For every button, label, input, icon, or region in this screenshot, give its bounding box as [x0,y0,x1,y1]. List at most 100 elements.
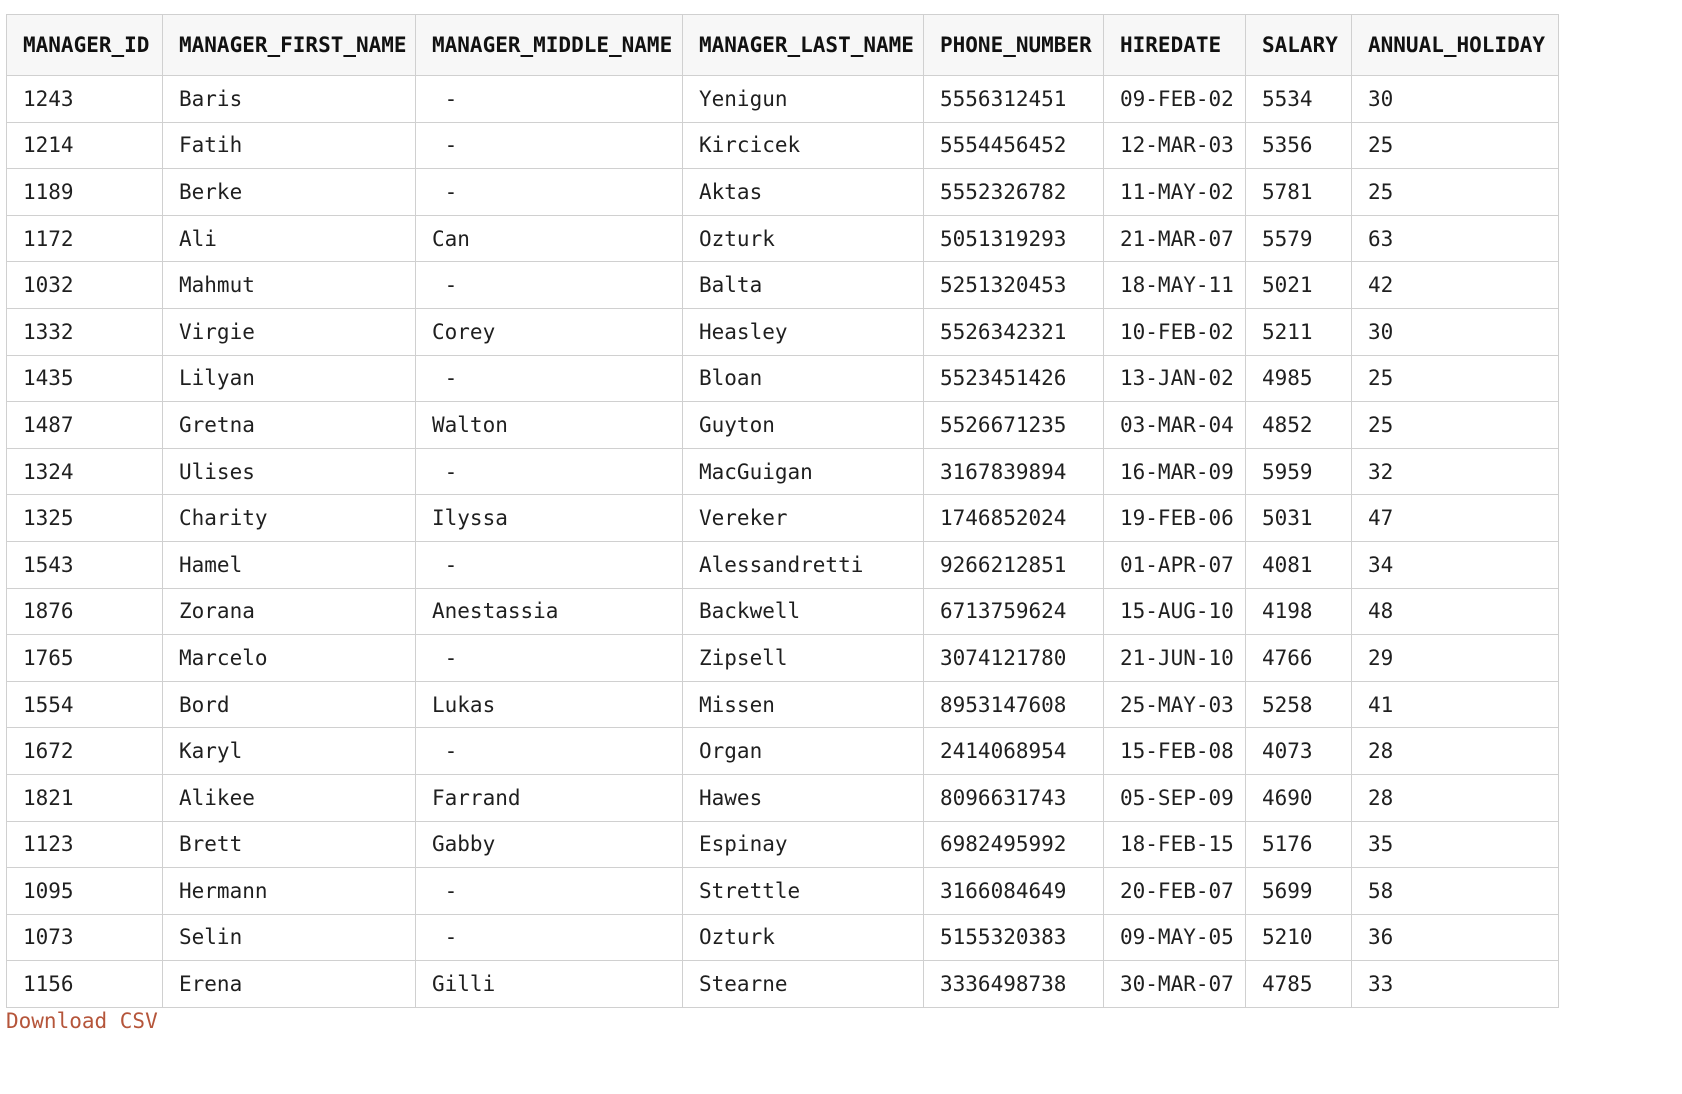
table-cell: Karyl [162,727,416,775]
results-table-container: MANAGER_ID MANAGER_FIRST_NAME MANAGER_MIDD… [6,14,1559,1008]
table-row: 1073 Selin - Ozturk 5155320383 09-MAY-05 5210… [6,913,1559,962]
column-header: SALARY [1245,14,1352,76]
table-cell: Virgie [162,307,416,356]
table-cell: 30-MAR-07 [1103,960,1246,1008]
table-cell: 1032 [6,261,163,309]
table-cell: 1487 [6,401,163,449]
table-cell: Ozturk [682,214,924,263]
table-cell: 10-FEB-02 [1103,307,1246,356]
table-cell: Gilli [415,960,683,1008]
table-cell: 12-MAR-03 [1103,121,1246,170]
table-row: 1156 Erena Gilli Stearne 3336498738 30-MAR-07… [6,960,1559,1008]
table-cell: 4081 [1245,540,1352,589]
table-cell: Ali [162,214,416,263]
table-row: 1189 Berke - Aktas 5552326782 11-MAY-02 5781 2… [6,168,1559,216]
table-cell: 15-FEB-08 [1103,727,1246,775]
table-cell: 3167839894 [923,447,1104,496]
table-cell: 5959 [1245,447,1352,496]
table-cell: Guyton [682,401,924,449]
table-cell: 1821 [6,773,163,822]
table-cell: 25 [1351,168,1559,216]
table-cell: 1332 [6,307,163,356]
table-row: 1095 Hermann - Strettle 3166084649 20-FEB-07… [6,867,1559,915]
table-row: 1325 Charity Ilyssa Vereker 1746852024 19-FEB… [6,494,1559,542]
table-cell: MacGuigan [682,447,924,496]
table-row: 1821 Alikee Farrand Hawes 8096631743 05-SEP-0… [6,773,1559,822]
table-cell: 5526671235 [923,401,1104,449]
table-cell: Stearne [682,960,924,1008]
table-row: 1324 Ulises - MacGuigan 3167839894 16-MAR-09… [6,447,1559,496]
table-row: 1672 Karyl - Organ 2414068954 15-FEB-08 4073 2… [6,727,1559,775]
table-cell: Ulises [162,447,416,496]
table-cell: 13-JAN-02 [1103,354,1246,403]
table-cell: 2414068954 [923,727,1104,775]
table-cell: - [415,867,683,915]
table-cell: 1123 [6,820,163,869]
table-cell: 1156 [6,960,163,1008]
table-cell: Corey [415,307,683,356]
table-cell: 63 [1351,214,1559,263]
table-cell: 09-MAY-05 [1103,913,1246,962]
table-cell: 4690 [1245,773,1352,822]
table-cell: - [415,447,683,496]
table-cell: Erena [162,960,416,1008]
table-cell: 19-FEB-06 [1103,494,1246,542]
table-cell: 5021 [1245,261,1352,309]
table-cell: 5258 [1245,680,1352,729]
table-cell: 30 [1351,75,1559,123]
table-row: 1032 Mahmut - Balta 5251320453 18-MAY-11 5021… [6,261,1559,309]
table-cell: Strettle [682,867,924,915]
table-cell: Ozturk [682,913,924,962]
table-cell: 36 [1351,913,1559,962]
table-cell: 5251320453 [923,261,1104,309]
table-cell: Bord [162,680,416,729]
table-cell: 5781 [1245,168,1352,216]
table-cell: 5554456452 [923,121,1104,170]
table-cell: Heasley [682,307,924,356]
table-cell: Gretna [162,401,416,449]
table-cell: 9266212851 [923,540,1104,589]
table-cell: 4198 [1245,587,1352,636]
table-cell: 1765 [6,634,163,682]
table-cell: Backwell [682,587,924,636]
table-cell: 21-MAR-07 [1103,214,1246,263]
table-cell: 20-FEB-07 [1103,867,1246,915]
table-cell: 1172 [6,214,163,263]
table-cell: 3166084649 [923,867,1104,915]
table-row: 1332 Virgie Corey Heasley 5526342321 10-FEB-0… [6,307,1559,356]
table-cell: 29 [1351,634,1559,682]
table-cell: 1876 [6,587,163,636]
table-cell: 03-MAR-04 [1103,401,1246,449]
table-cell: 05-SEP-09 [1103,773,1246,822]
table-cell: Ilyssa [415,494,683,542]
table-cell: Zorana [162,587,416,636]
table-row: 1243 Baris - Yenigun 5556312451 09-FEB-02 553… [6,75,1559,123]
table-cell: Lukas [415,680,683,729]
table-cell: Charity [162,494,416,542]
table-cell: 5523451426 [923,354,1104,403]
table-row: 1487 Gretna Walton Guyton 5526671235 03-MAR-0… [6,401,1559,449]
table-cell: 25-MAY-03 [1103,680,1246,729]
table-cell: 5579 [1245,214,1352,263]
table-row: 1214 Fatih - Kircicek 5554456452 12-MAR-03 53… [6,121,1559,170]
table-cell: 34 [1351,540,1559,589]
table-cell: Can [415,214,683,263]
download-csv-link[interactable]: Download CSV [6,1009,158,1033]
table-cell: 3074121780 [923,634,1104,682]
table-cell: Farrand [415,773,683,822]
column-header: MANAGER_FIRST_NAME [162,14,416,76]
table-cell: 33 [1351,960,1559,1008]
table-row: 1543 Hamel - Alessandretti 9266212851 01-APR… [6,540,1559,589]
table-cell: 4785 [1245,960,1352,1008]
table-cell: - [415,913,683,962]
table-cell: Hermann [162,867,416,915]
table-cell: 5534 [1245,75,1352,123]
table-cell: Zipsell [682,634,924,682]
table-cell: Hawes [682,773,924,822]
table-cell: Fatih [162,121,416,170]
table-cell: 5031 [1245,494,1352,542]
table-cell: 25 [1351,354,1559,403]
column-header: MANAGER_MIDDLE_NAME [415,14,683,76]
table-cell: 1214 [6,121,163,170]
table-cell: 4985 [1245,354,1352,403]
